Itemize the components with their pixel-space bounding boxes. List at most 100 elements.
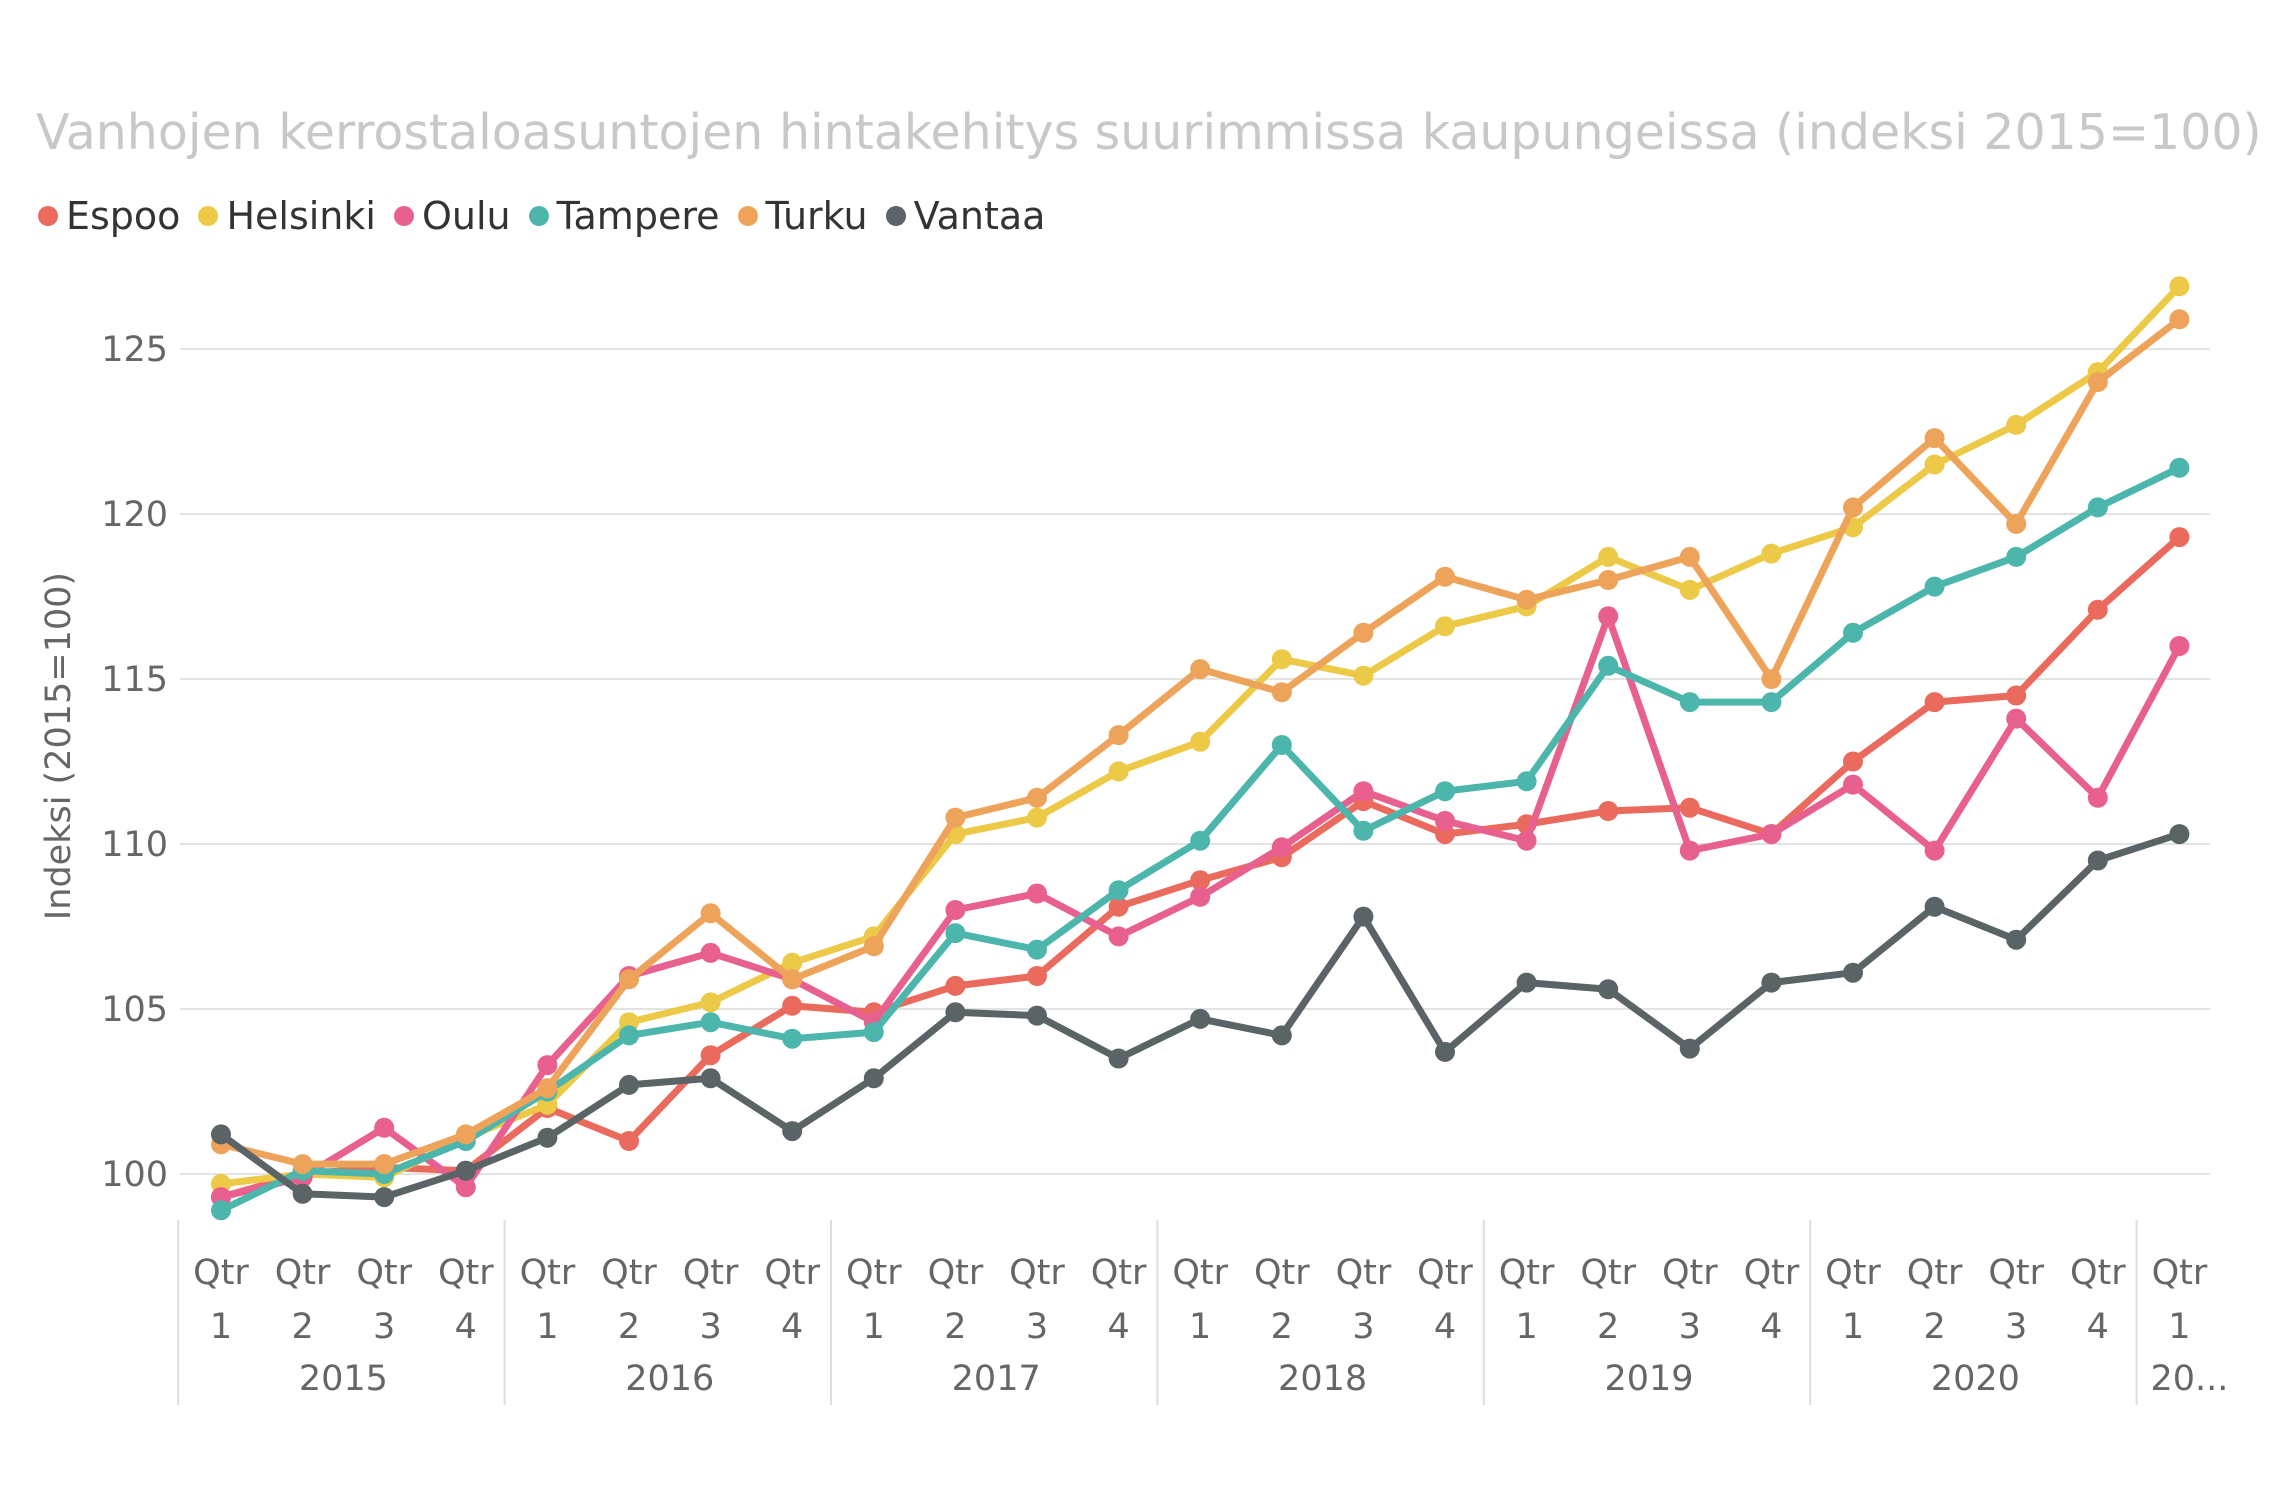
x-tick-label: 3 [1352, 1307, 1374, 1347]
data-point [1271, 735, 1292, 755]
x-tick-label: Qtr [1580, 1253, 1636, 1293]
y-tick-label: 125 [101, 330, 168, 370]
data-point [1679, 1038, 1700, 1059]
data-point [619, 969, 639, 990]
legend-item-oulu[interactable]: Oulu [393, 194, 511, 238]
data-point [1271, 682, 1292, 703]
data-point [782, 1121, 803, 1142]
data-point [1679, 797, 1700, 818]
data-point [863, 1022, 884, 1043]
x-tick-label: Qtr [928, 1253, 984, 1293]
legend-marker [198, 206, 219, 226]
x-tick-label: 2 [1597, 1307, 1619, 1347]
x-tick-label: 4 [1434, 1307, 1456, 1347]
x-tick-label: Qtr [356, 1253, 412, 1293]
x-tick-label: 1 [1189, 1307, 1211, 1347]
data-point [2087, 372, 2108, 392]
legend-item-espoo[interactable]: Espoo [38, 194, 180, 238]
x-tick-label: 1 [536, 1307, 558, 1347]
data-point [1108, 926, 1129, 947]
legend-item-turku[interactable]: Turku [737, 194, 868, 238]
legend-item-helsinki[interactable]: Helsinki [198, 194, 376, 238]
x-tick-label: Qtr [1336, 1253, 1392, 1293]
data-point [1190, 870, 1211, 891]
data-point [1679, 840, 1700, 861]
x-tick-label: Qtr [193, 1253, 249, 1293]
data-point [1843, 622, 1863, 643]
data-point [2169, 276, 2190, 297]
x-tick-label: Qtr [520, 1253, 576, 1293]
legend-marker [885, 206, 906, 226]
data-point [2006, 929, 2027, 950]
x-tick-label: Qtr [846, 1253, 902, 1293]
data-point [2006, 708, 2027, 729]
data-point [1435, 616, 1455, 637]
data-point [1924, 840, 1945, 861]
x-tick-label: Qtr [1744, 1253, 1800, 1293]
data-point [1353, 820, 1374, 841]
data-point [619, 1025, 639, 1046]
data-point [863, 936, 884, 957]
x-tick-label: Qtr [2070, 1253, 2126, 1293]
data-point [1761, 972, 1782, 993]
data-point [1598, 801, 1619, 821]
data-point [1516, 972, 1537, 993]
data-point [1843, 497, 1863, 518]
data-point [2087, 787, 2108, 808]
data-point [782, 1028, 803, 1049]
legend-marker [528, 206, 549, 226]
x-tick-label: 4 [1760, 1307, 1782, 1347]
data-point [1190, 659, 1211, 680]
data-point [1027, 883, 1047, 904]
data-point [1924, 896, 1945, 917]
year-label: 2016 [625, 1359, 714, 1399]
legend-marker [38, 206, 58, 226]
data-point [211, 1200, 231, 1221]
y-tick-label: 115 [101, 660, 168, 700]
data-point [1843, 962, 1863, 983]
data-point [292, 1154, 313, 1175]
data-point [700, 992, 721, 1013]
x-tick-label: Qtr [1825, 1253, 1881, 1293]
data-point [782, 969, 803, 990]
data-point [1108, 1048, 1129, 1069]
data-point [1027, 939, 1047, 960]
data-point [1924, 428, 1945, 449]
legend-item-vantaa[interactable]: Vantaa [885, 194, 1045, 238]
data-point [1435, 1041, 1455, 1062]
data-point [1516, 830, 1537, 851]
data-point [1924, 454, 1945, 475]
data-point [2169, 527, 2190, 548]
x-tick-label: Qtr [275, 1253, 331, 1293]
data-point [1843, 751, 1863, 772]
year-label: 2018 [1278, 1359, 1367, 1399]
x-tick-label: Qtr [683, 1253, 739, 1293]
data-point [537, 1127, 558, 1148]
series-turku [211, 309, 2190, 1175]
data-point [2006, 513, 2027, 534]
data-point [374, 1187, 395, 1208]
data-point [1924, 576, 1945, 597]
series-tampere [211, 457, 2190, 1221]
data-point [1271, 649, 1292, 670]
y-tick-label: 110 [101, 825, 168, 865]
chart-title: Vanhojen kerrostaloasuntojen hintakehity… [36, 104, 2262, 161]
data-point [1843, 774, 1863, 795]
data-point [1598, 979, 1619, 1000]
data-point [1516, 589, 1537, 610]
data-point [700, 903, 721, 924]
data-point [1108, 880, 1129, 901]
data-point [455, 1124, 476, 1145]
year-label: 2020 [1931, 1359, 2020, 1399]
legend-label: Helsinki [226, 194, 376, 238]
data-point [292, 1183, 313, 1204]
data-point [1108, 725, 1129, 746]
data-point [211, 1124, 231, 1145]
legend-item-tampere[interactable]: Tampere [528, 194, 720, 238]
data-point [619, 1131, 639, 1151]
data-point [1435, 781, 1455, 802]
data-point [2087, 497, 2108, 518]
data-point [1190, 1008, 1211, 1029]
